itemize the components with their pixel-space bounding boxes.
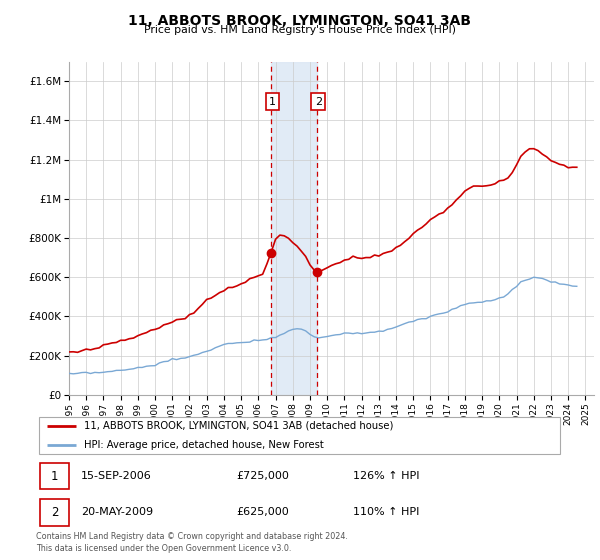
Text: 11, ABBOTS BROOK, LYMINGTON, SO41 3AB (detached house): 11, ABBOTS BROOK, LYMINGTON, SO41 3AB (d… (83, 421, 393, 431)
Text: £625,000: £625,000 (236, 507, 289, 517)
Text: Price paid vs. HM Land Registry's House Price Index (HPI): Price paid vs. HM Land Registry's House … (144, 25, 456, 35)
Text: Contains HM Land Registry data © Crown copyright and database right 2024.
This d: Contains HM Land Registry data © Crown c… (36, 532, 348, 553)
FancyBboxPatch shape (40, 463, 69, 489)
Text: 2: 2 (51, 506, 58, 519)
FancyBboxPatch shape (38, 417, 560, 454)
Text: 110% ↑ HPI: 110% ↑ HPI (353, 507, 419, 517)
Text: 15-SEP-2006: 15-SEP-2006 (81, 471, 152, 481)
Text: 1: 1 (269, 96, 276, 106)
Text: 2: 2 (314, 96, 322, 106)
Text: £725,000: £725,000 (236, 471, 290, 481)
Bar (271, 62, 317, 395)
FancyBboxPatch shape (40, 499, 69, 526)
Text: 20-MAY-2009: 20-MAY-2009 (81, 507, 153, 517)
Text: 126% ↑ HPI: 126% ↑ HPI (353, 471, 419, 481)
Text: HPI: Average price, detached house, New Forest: HPI: Average price, detached house, New … (83, 440, 323, 450)
Text: 1: 1 (51, 469, 58, 483)
Text: 11, ABBOTS BROOK, LYMINGTON, SO41 3AB: 11, ABBOTS BROOK, LYMINGTON, SO41 3AB (128, 14, 472, 28)
